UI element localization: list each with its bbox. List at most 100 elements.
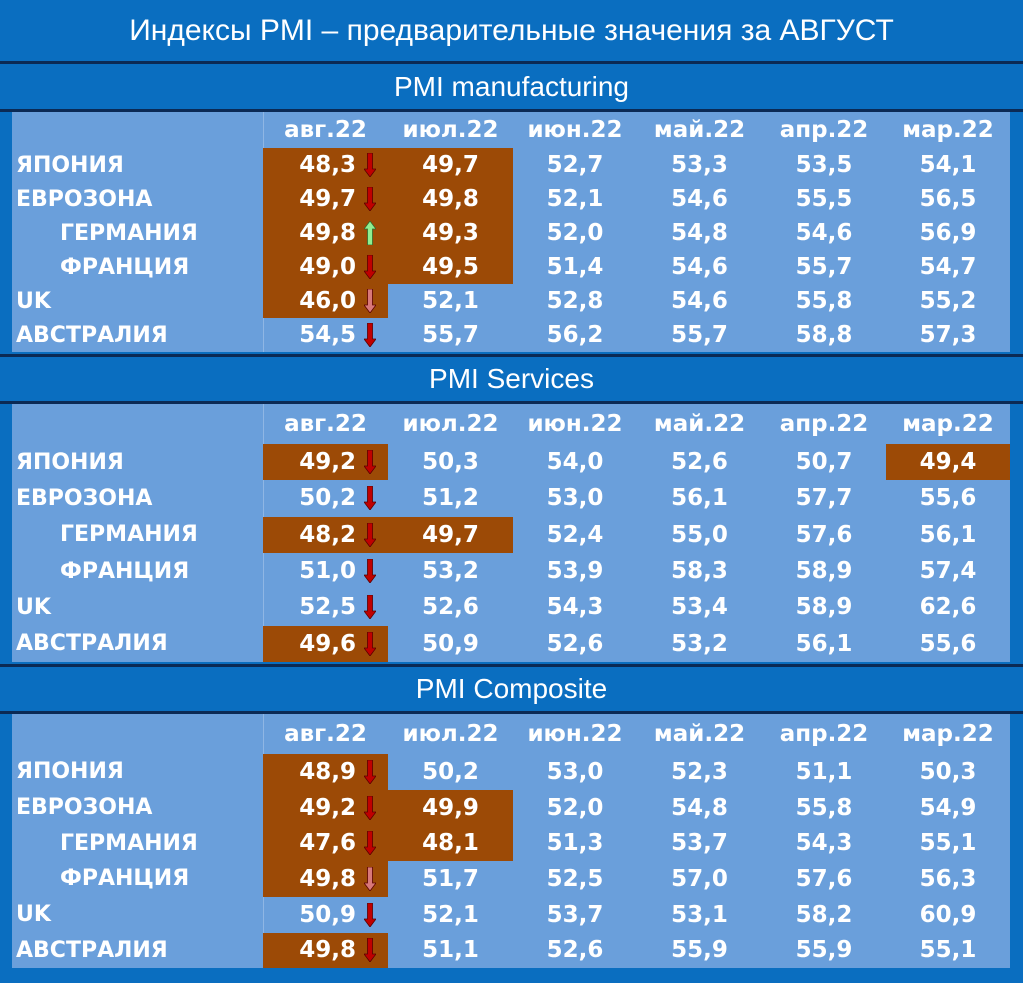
- value-cell-below-50: 49,5: [388, 250, 513, 284]
- section-title-services: PMI Services: [0, 354, 1023, 404]
- value-cell: 53,1: [637, 897, 762, 933]
- value-text: 54,6: [671, 254, 728, 280]
- value-text: 53,0: [546, 485, 604, 512]
- country-label: ФРАНЦИЯ: [60, 254, 190, 280]
- value-text: 57,4: [919, 558, 977, 585]
- value-cell: 52,0: [513, 790, 637, 826]
- value-cell: 54,9: [886, 790, 1010, 826]
- value-text: 48,2: [299, 521, 356, 548]
- value-cell: 57,3: [886, 318, 1010, 352]
- table-services: авг.22 июл.22 июн.22 май.22 апр.22 мар.22 ЯПОН…: [12, 404, 1010, 662]
- value-cell: 55,1: [886, 933, 1010, 969]
- value-cell: 53,9: [513, 553, 637, 589]
- table-row: ЯПОНИЯ 48,3 49,7 52,7 53,3 53,5 54,1: [12, 148, 1010, 182]
- value-text: 50,9: [299, 901, 356, 928]
- value-text: 57,7: [795, 485, 853, 512]
- value-text: 49,3: [422, 220, 479, 246]
- value-cell: 55,9: [762, 933, 886, 969]
- value-text: 54,3: [546, 594, 604, 621]
- column-header: июн.22: [527, 721, 623, 747]
- value-cell: 51,2: [388, 480, 513, 516]
- value-text: 52,6: [546, 630, 604, 657]
- column-header: авг.22: [284, 117, 367, 143]
- value-text: 56,3: [919, 865, 977, 892]
- value-cell-below-50: 49,2: [263, 444, 388, 481]
- value-text: 57,0: [671, 865, 728, 892]
- value-text: 53,4: [671, 594, 728, 621]
- column-header: авг.22: [284, 411, 367, 437]
- value-cell: 52,4: [513, 517, 637, 553]
- table-row: ЕВРОЗОНА 49,7 49,8 52,1 54,6 55,5 56,5: [12, 182, 1010, 216]
- value-text: 49,6: [299, 630, 356, 657]
- value-text: 52,1: [422, 288, 479, 314]
- value-cell: 57,7: [762, 480, 886, 516]
- value-cell: 50,3: [388, 444, 513, 480]
- value-cell: 57,6: [762, 517, 886, 553]
- value-text: 50,3: [422, 449, 479, 476]
- value-text: 46,0: [299, 288, 356, 314]
- country-label: ЕВРОЗОНА: [16, 795, 153, 821]
- arrow-down-icon: [364, 255, 376, 279]
- value-text: 52,4: [546, 521, 604, 548]
- value-text: 50,2: [299, 485, 356, 512]
- table-row: ГЕРМАНИЯ 49,8 49,3 52,0 54,8 54,6 56,9: [12, 216, 1010, 250]
- value-cell: 54,3: [762, 825, 886, 861]
- value-cell: 52,8: [513, 284, 637, 318]
- value-cell: 50,2: [263, 480, 388, 516]
- value-cell: 54,0: [513, 444, 637, 480]
- table-row: ГЕРМАНИЯ 48,2 49,7 52,4 55,0 57,6 56,1: [12, 516, 1010, 553]
- value-cell: 55,8: [762, 284, 886, 318]
- value-cell: 57,0: [637, 861, 762, 897]
- arrow-down-icon: [364, 595, 376, 620]
- value-text: 54,7: [919, 254, 977, 280]
- value-text: 54,6: [671, 186, 728, 212]
- value-text: 53,1: [671, 901, 728, 928]
- value-text: 49,7: [299, 186, 356, 212]
- value-text: 53,7: [546, 901, 604, 928]
- value-cell: 58,2: [762, 897, 886, 933]
- value-cell: 53,2: [388, 553, 513, 589]
- country-label: ГЕРМАНИЯ: [60, 522, 198, 548]
- value-text: 55,5: [795, 186, 853, 212]
- value-cell: 56,5: [886, 182, 1010, 216]
- value-cell: 54,8: [637, 216, 762, 250]
- value-cell: 51,4: [513, 250, 637, 284]
- table-row: UK 50,9 52,1 53,7 53,1 58,2 60,9: [12, 897, 1010, 933]
- value-text: 55,2: [919, 288, 977, 314]
- value-cell: 60,9: [886, 897, 1010, 933]
- value-text: 55,6: [919, 485, 977, 512]
- value-cell-below-50: 48,1: [388, 825, 513, 862]
- value-text: 49,8: [299, 937, 356, 964]
- value-text: 54,3: [795, 830, 853, 857]
- table-row: АВСТРАЛИЯ 54,5 55,7 56,2 55,7 58,8 57,3: [12, 318, 1010, 352]
- table-header-row: авг.22 июл.22 июн.22 май.22 апр.22 мар.22: [12, 404, 1010, 444]
- value-cell: 52,1: [388, 284, 513, 318]
- value-text: 50,3: [919, 758, 977, 785]
- value-text: 52,0: [546, 220, 604, 246]
- value-cell: 50,9: [388, 626, 513, 662]
- value-text: 50,7: [795, 449, 853, 476]
- table-row: ЯПОНИЯ 48,9 50,2 53,0 52,3 51,1 50,3: [12, 754, 1010, 790]
- value-cell: 55,7: [388, 318, 513, 352]
- value-cell: 54,8: [637, 790, 762, 826]
- value-text: 54,8: [671, 220, 728, 246]
- column-header: мар.22: [902, 411, 994, 437]
- column-header: авг.22: [284, 721, 367, 747]
- section-title-manufacturing: PMI manufacturing: [0, 64, 1023, 112]
- value-cell: 52,0: [513, 216, 637, 250]
- value-text: 53,7: [671, 830, 728, 857]
- value-text: 58,2: [795, 901, 853, 928]
- value-cell-below-50: 48,2: [263, 516, 388, 553]
- value-cell-below-50: 49,8: [263, 932, 388, 969]
- value-text: 54,6: [795, 220, 853, 246]
- value-text: 52,6: [422, 594, 479, 621]
- value-cell: 54,6: [762, 216, 886, 250]
- country-label: UK: [16, 902, 51, 928]
- value-cell-below-50: 49,8: [388, 182, 513, 216]
- value-cell: 50,3: [886, 754, 1010, 790]
- column-header: апр.22: [779, 721, 869, 747]
- country-label: ГЕРМАНИЯ: [60, 830, 198, 856]
- country-label: АВСТРАЛИЯ: [16, 631, 168, 657]
- value-cell: 55,8: [762, 790, 886, 826]
- value-cell: 58,9: [762, 553, 886, 589]
